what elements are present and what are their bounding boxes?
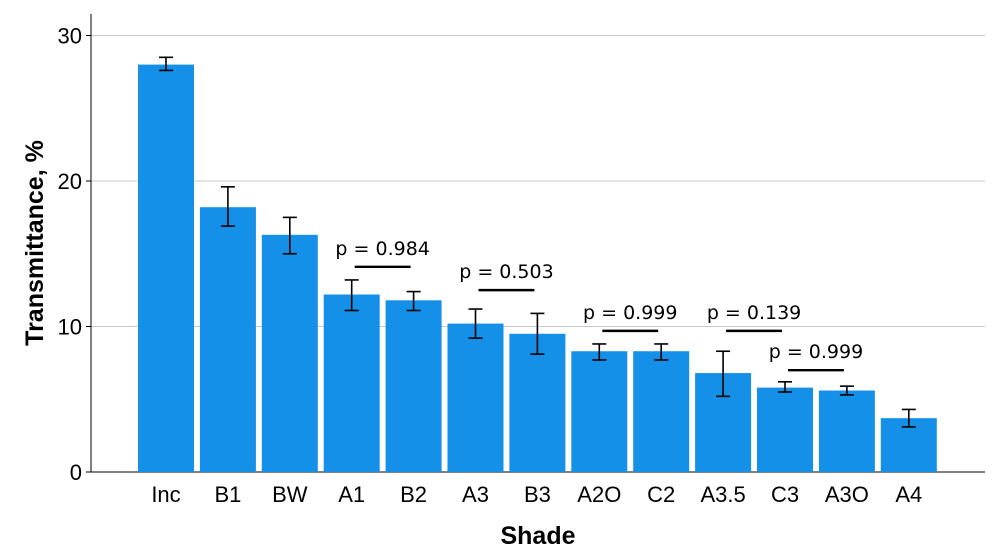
bar-a3 bbox=[447, 323, 504, 472]
p-value-label: p = 0.999 bbox=[583, 302, 677, 324]
p-value-label: p = 0.984 bbox=[335, 238, 429, 260]
x-tick-label: B2 bbox=[400, 482, 427, 507]
bar-a2o bbox=[571, 351, 628, 472]
significance-bracket: p = 0.999 bbox=[583, 302, 677, 333]
bar-b2 bbox=[385, 300, 442, 472]
y-axis-title: Transmittance, % bbox=[21, 140, 49, 346]
p-value-label: p = 0.999 bbox=[769, 341, 863, 363]
y-tick-label: 20 bbox=[58, 169, 82, 194]
x-tick-label: A4 bbox=[895, 482, 922, 507]
p-value-label: p = 0.139 bbox=[707, 302, 801, 324]
y-tick-label: 30 bbox=[58, 24, 82, 49]
x-tick-labels: Inc B1 BW A1 B2 A3 B3 A2O C2 A3.5 C3 A3O A4 bbox=[151, 482, 922, 507]
error-bar bbox=[406, 290, 421, 312]
error-bar bbox=[220, 186, 235, 227]
significance-bracket: p = 0.984 bbox=[335, 238, 430, 269]
error-bar bbox=[530, 312, 545, 355]
significance-bracket: p = 0.503 bbox=[459, 261, 554, 292]
x-tick-label: B1 bbox=[214, 482, 241, 507]
bars bbox=[138, 64, 937, 472]
bar-bw bbox=[261, 234, 318, 472]
x-tick-label: A2O bbox=[577, 482, 621, 507]
significance-bracket: p = 0.999 bbox=[769, 341, 863, 372]
p-value-label: p = 0.503 bbox=[459, 261, 553, 283]
error-bar bbox=[592, 343, 607, 361]
x-tick-label: A3 bbox=[462, 482, 489, 507]
x-tick-label: BW bbox=[272, 482, 308, 507]
bar-a3o bbox=[818, 390, 875, 472]
error-bar bbox=[344, 279, 359, 312]
error-bars bbox=[159, 56, 916, 428]
bar-c3 bbox=[757, 387, 813, 472]
bar-a1 bbox=[323, 294, 380, 472]
x-tick-label: A1 bbox=[338, 482, 365, 507]
error-bar bbox=[901, 408, 916, 428]
error-bar bbox=[159, 56, 173, 72]
x-tick-label: C2 bbox=[647, 482, 675, 507]
x-tick-label: A3O bbox=[825, 482, 869, 507]
x-axis-title: Shade bbox=[500, 522, 575, 550]
error-bar bbox=[282, 216, 297, 255]
x-tick-label: Inc bbox=[151, 482, 180, 507]
y-tick-label: 0 bbox=[70, 460, 82, 485]
y-tick-label: 10 bbox=[58, 315, 82, 340]
bar-b3 bbox=[509, 333, 566, 472]
error-bar bbox=[778, 380, 792, 393]
bar-c2 bbox=[633, 351, 690, 472]
x-tick-label: C3 bbox=[771, 482, 799, 507]
error-bar bbox=[716, 350, 731, 398]
bar-inc bbox=[138, 64, 194, 472]
y-tick-labels: 0 10 20 30 bbox=[58, 24, 91, 485]
significance-annotations: p = 0.984 p = 0.503 p = 0.999 p = 0.139 p = … bbox=[335, 238, 863, 372]
error-bar bbox=[654, 343, 669, 361]
error-bar bbox=[839, 385, 854, 396]
bar-b1 bbox=[199, 207, 256, 472]
error-bar bbox=[468, 308, 483, 339]
x-tick-label: B3 bbox=[524, 482, 551, 507]
x-tick-label: A3.5 bbox=[700, 482, 745, 507]
significance-bracket: p = 0.139 bbox=[707, 302, 801, 333]
